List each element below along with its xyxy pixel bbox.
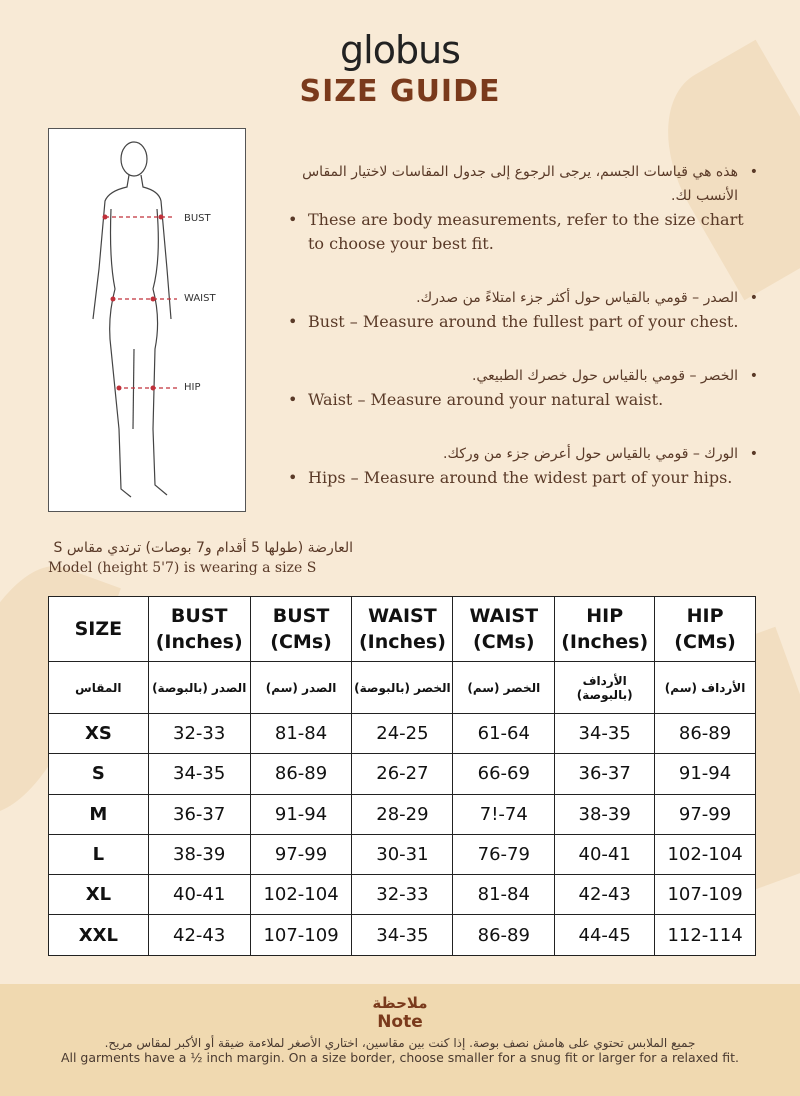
brand-logo: globus [340,28,461,72]
size-cell: S [48,753,149,795]
table-row: M 36-37 91-94 28-29 7!-74 38-39 97-99 [48,793,756,835]
measurement-cell: 112-114 [654,914,756,956]
bullet-en: Hips – Measure around the widest part of… [308,468,733,487]
measurement-cell: 38-39 [554,793,656,835]
size-cell: XS [48,712,149,755]
measurement-cell: 86-89 [654,712,756,755]
bust-label: BUST [184,213,211,224]
header-line: SIZE [74,618,123,640]
measurement-cell: 36-37 [147,793,251,835]
size-cell: M [48,793,149,835]
measurement-cell: 86-89 [249,753,353,795]
measurement-cell: 66-69 [452,753,556,795]
table-row: S 34-35 86-89 26-27 66-69 36-37 91-94 [48,753,756,795]
measurement-cell: 102-104 [654,833,756,876]
header-unit: (CMs) [473,631,535,653]
column-header: SIZE [48,596,149,662]
body-figure-illustration: BUST WAIST HIP [48,128,246,512]
measurement-cell: 36-37 [554,753,656,795]
hip-label: HIP [184,382,201,393]
waist-label: WAIST [184,293,216,304]
note-section: ملاحظة Note جميع الملابس تحتوي على هامش … [0,984,800,1096]
header-line: BUST [272,605,330,627]
note-text-ar: جميع الملابس تحتوي على هامش نصف بوصة. إذ… [104,1036,696,1050]
measurement-cell: 44-45 [554,914,656,956]
measurement-cell: 102-104 [249,874,353,916]
measurement-cell: 38-39 [147,833,251,876]
bullet-en: Waist – Measure around your natural wais… [308,390,664,409]
measurement-cell: 32-33 [147,712,251,755]
column-header-ar: المقاس [48,661,149,714]
table-row: L 38-39 97-99 30-31 76-79 40-41 102-104 [48,833,756,876]
measurement-cell: 26-27 [351,753,454,795]
table-row: XXL 42-43 107-109 34-35 86-89 44-45 112-114 [48,914,756,956]
bullet-ar: الورك – قومي بالقياس حول أعرض جزء من ورك… [443,446,738,462]
note-title-en: Note [377,1012,423,1032]
header-unit: (CMs) [674,631,736,653]
measurement-cell: 42-43 [147,914,251,956]
size-chart-table: SIZE BUST (Inches) BUST (CMs) WAIST (Inches) WA… [48,596,756,956]
measurement-cell: 61-64 [452,712,556,755]
measurement-cell: 107-109 [249,914,353,956]
table-row: XS 32-33 81-84 24-25 61-64 34-35 86-89 [48,712,756,755]
column-header-ar: الأرداف (بالبوصة) [554,661,656,714]
measurement-cell: 97-99 [654,793,756,835]
header-unit: (CMs) [270,631,332,653]
page-title: SIZE GUIDE [299,74,501,109]
column-header: HIP (Inches) [554,596,656,662]
header-line: HIP [686,605,724,627]
measurement-cell: 91-94 [654,753,756,795]
column-header-ar: الصدر (بالبوصة) [147,661,251,714]
header-line: WAIST [368,605,437,627]
model-info-ar: العارضة (طولها 5 أقدام و7 بوصات) ترتدي م… [53,540,353,556]
measurement-cell: 40-41 [554,833,656,876]
measurement-cell: 42-43 [554,874,656,916]
bullet-en: These are body measurements, refer to th… [308,210,744,253]
note-text-en: All garments have a ½ inch margin. On a … [60,1050,740,1065]
header-unit: (Inches) [358,631,446,653]
column-header: WAIST (Inches) [351,596,454,662]
measurement-cell: 24-25 [351,712,454,755]
header-unit: (Inches) [155,631,243,653]
measurement-cell: 97-99 [249,833,353,876]
column-header: BUST (CMs) [249,596,353,662]
measurement-cell: 40-41 [147,874,251,916]
measurement-cell: 86-89 [452,914,556,956]
table-row: XL 40-41 102-104 32-33 81-84 42-43 107-109 [48,874,756,916]
column-header-ar: الخصر (سم) [452,661,556,714]
header-line: WAIST [469,605,539,627]
column-header-ar: الأرداف (سم) [654,661,756,714]
measurement-cell: 81-84 [452,874,556,916]
measurement-cell: 81-84 [249,712,353,755]
measurement-cell: 7!-74 [452,793,556,835]
measurement-cell: 34-35 [147,753,251,795]
size-cell: XL [48,874,149,916]
bullet-en: Bust – Measure around the fullest part o… [308,312,739,331]
model-info: العارضة (طولها 5 أقدام و7 بوصات) ترتدي م… [48,538,353,578]
measurement-cell: 34-35 [554,712,656,755]
bullet-ar: الخصر – قومي بالقياس حول خصرك الطبيعي. [471,368,738,384]
column-header: HIP (CMs) [654,596,756,662]
measurement-instructions: • هذه هي قياسات الجسم، يرجى الرجوع إلى جد… [288,160,758,520]
column-header: BUST (Inches) [147,596,251,662]
bullet-ar: هذه هي قياسات الجسم، يرجى الرجوع إلى جدو… [302,164,738,204]
size-cell: XXL [48,914,149,956]
header-line: HIP [586,605,624,627]
column-header-ar: الخصر (بالبوصة) [351,661,454,714]
note-title-ar: ملاحظة [372,994,428,1012]
bullet-ar: الصدر – قومي بالقياس حول أكثر جزء امتلاء… [416,290,738,306]
measurement-cell: 28-29 [351,793,454,835]
measurement-cell: 76-79 [452,833,556,876]
column-header-ar: الصدر (سم) [249,661,353,714]
header-unit: (Inches) [561,631,649,653]
header-line: BUST [170,605,228,627]
measurement-cell: 32-33 [351,874,454,916]
model-info-en: Model (height 5'7) is wearing a size S [48,560,317,576]
size-cell: L [48,833,149,876]
column-header: WAIST (CMs) [452,596,556,662]
measurement-cell: 34-35 [351,914,454,956]
measurement-cell: 30-31 [351,833,454,876]
measurement-cell: 107-109 [654,874,756,916]
measurement-cell: 91-94 [249,793,353,835]
